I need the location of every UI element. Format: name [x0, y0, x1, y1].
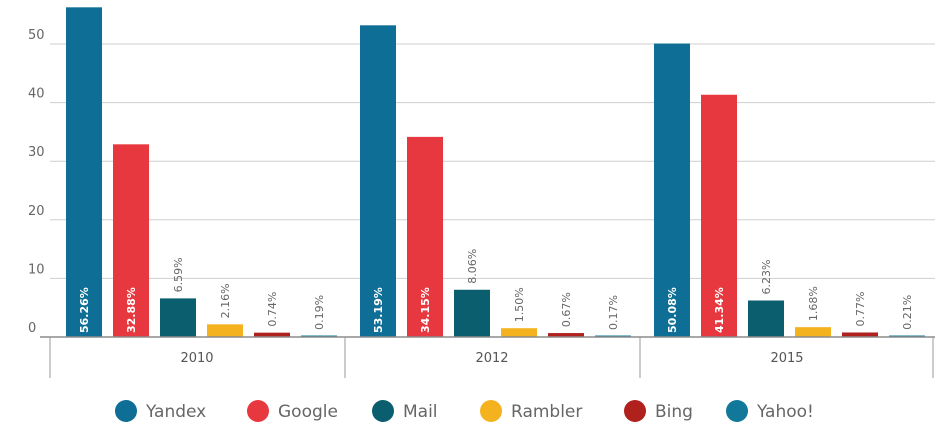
y-tick-label: 40: [28, 87, 45, 102]
data-label: 0.67%: [560, 292, 573, 327]
bars: [66, 7, 925, 338]
y-tick-label: 30: [28, 145, 45, 160]
y-tick-label: 50: [28, 28, 45, 43]
data-label: 0.77%: [854, 292, 867, 327]
bar-rambler-2012: [501, 328, 537, 337]
x-category-label: 2015: [770, 351, 803, 366]
bar-mail-2015: [748, 300, 784, 337]
bar-yandex-2010: [66, 7, 102, 337]
legend-label: Google: [278, 402, 338, 422]
y-tick-label: 20: [28, 204, 45, 219]
legend-marker: [372, 400, 394, 422]
bar-google-2010: [113, 144, 149, 337]
legend-marker: [115, 400, 137, 422]
bar-rambler-2015: [795, 327, 831, 337]
legend-marker: [624, 400, 646, 422]
data-label: 0.17%: [607, 295, 620, 330]
bar-bing-2015: [842, 332, 878, 337]
bar-google-2015: [701, 94, 737, 338]
bar-mail-2012: [454, 289, 490, 337]
gridlines: [50, 43, 935, 279]
data-label: 53.19%: [372, 287, 385, 333]
data-label: 50.08%: [666, 287, 679, 333]
bar-mail-2010: [160, 298, 196, 337]
bar-yandex-2012: [360, 25, 396, 337]
data-label: 1.68%: [807, 286, 820, 321]
y-tick-label: 0: [28, 321, 36, 336]
data-label: 0.21%: [901, 295, 914, 330]
legend-marker: [247, 400, 269, 422]
data-label: 0.19%: [313, 295, 326, 330]
bar-bing-2012: [548, 333, 584, 337]
legend-label: Mail: [403, 402, 438, 422]
legend-label: Yahoo!: [756, 402, 814, 422]
bar-google-2012: [407, 136, 443, 337]
legend-marker: [726, 400, 748, 422]
y-tick-label: 10: [28, 262, 45, 277]
legend-marker: [480, 400, 502, 422]
bar-yandex-2015: [654, 43, 690, 338]
legend: Yandex Google Mail Rambler Bing Yahoo!: [115, 400, 814, 422]
data-label: 0.74%: [266, 292, 279, 327]
x-category-label: 2012: [475, 351, 508, 366]
data-label: 32.88%: [125, 287, 138, 333]
data-label: 2.16%: [219, 283, 232, 318]
data-labels: 56.26% 32.88% 6.59% 2.16% 0.74% 0.19% 53.19% 34…: [78, 249, 914, 333]
bar-bing-2010: [254, 332, 290, 337]
data-label: 6.59%: [172, 257, 185, 292]
data-label: 6.23%: [760, 260, 773, 295]
bar-rambler-2010: [207, 324, 243, 337]
data-label: 8.06%: [466, 249, 479, 284]
data-label: 34.15%: [419, 287, 432, 333]
data-label: 56.26%: [78, 287, 91, 333]
x-axis: 2010 2012 2015: [40, 336, 935, 378]
y-axis-ticks: 0 10 20 30 40 50: [28, 28, 45, 336]
legend-label: Yandex: [145, 402, 206, 422]
legend-label: Rambler: [511, 402, 582, 422]
data-label: 41.34%: [713, 287, 726, 333]
data-label: 1.50%: [513, 287, 526, 322]
x-category-label: 2010: [180, 351, 213, 366]
legend-label: Bing: [655, 402, 693, 422]
